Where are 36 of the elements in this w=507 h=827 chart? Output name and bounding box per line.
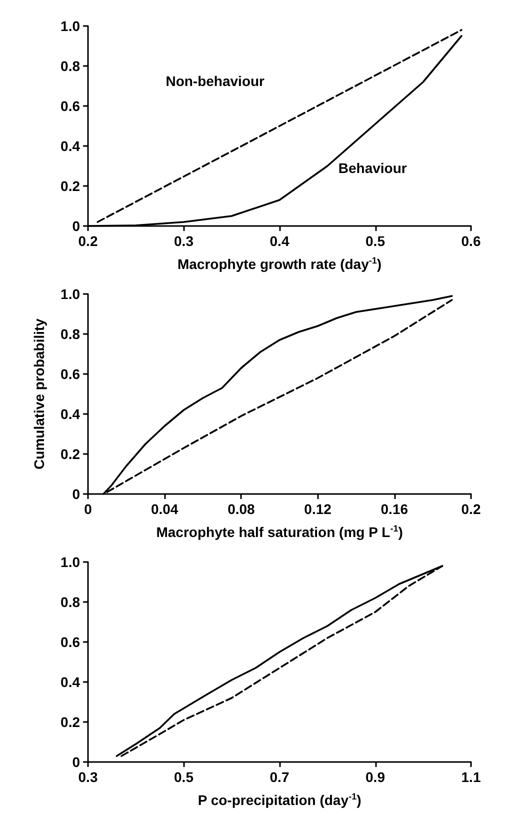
y-axis-title: Cumulative probability (31, 318, 47, 470)
x-tick-label: 0.9 (366, 769, 386, 785)
x-tick-label: 1.1 (461, 769, 481, 785)
y-tick-label: 1.0 (60, 286, 80, 302)
x-tick-label: 0.08 (228, 501, 256, 517)
y-tick-label: 0 (72, 218, 80, 234)
y-tick-label: 1.0 (60, 18, 80, 34)
y-tick-label: 0.2 (60, 446, 80, 462)
y-tick-label: 0.6 (60, 98, 80, 114)
y-tick-label: 0.8 (60, 326, 80, 342)
y-tick-label: 0.6 (60, 634, 80, 650)
x-tick-label: 0.7 (270, 769, 290, 785)
y-tick-label: 0.4 (60, 138, 80, 154)
x-tick-label: 0.12 (304, 501, 332, 517)
y-tick-label: 0.6 (60, 366, 80, 382)
y-tick-label: 0.2 (60, 714, 80, 730)
x-tick-label: 0.6 (461, 233, 481, 249)
x-tick-label: 0.16 (380, 501, 408, 517)
y-tick-label: 0 (72, 486, 80, 502)
y-tick-label: 0.8 (60, 594, 80, 610)
y-tick-label: 0.8 (60, 58, 80, 74)
y-tick-label: 0.2 (60, 178, 80, 194)
x-tick-label: 0.2 (461, 501, 481, 517)
x-tick-label: 0 (84, 501, 92, 517)
x-tick-label: 0.3 (78, 769, 98, 785)
y-tick-label: 0 (72, 754, 80, 770)
x-tick-label: 0.04 (150, 501, 178, 517)
y-tick-label: 1.0 (60, 554, 80, 570)
y-tick-label: 0.4 (60, 406, 80, 422)
x-tick-label: 0.5 (174, 769, 194, 785)
y-tick-label: 0.4 (60, 674, 80, 690)
x-tick-label: 0.3 (174, 233, 194, 249)
x-tick-label: 0.4 (270, 233, 290, 249)
x-tick-label: 0.5 (366, 233, 386, 249)
series-label: Behaviour (338, 160, 408, 176)
text: Non-behaviour (166, 73, 266, 89)
